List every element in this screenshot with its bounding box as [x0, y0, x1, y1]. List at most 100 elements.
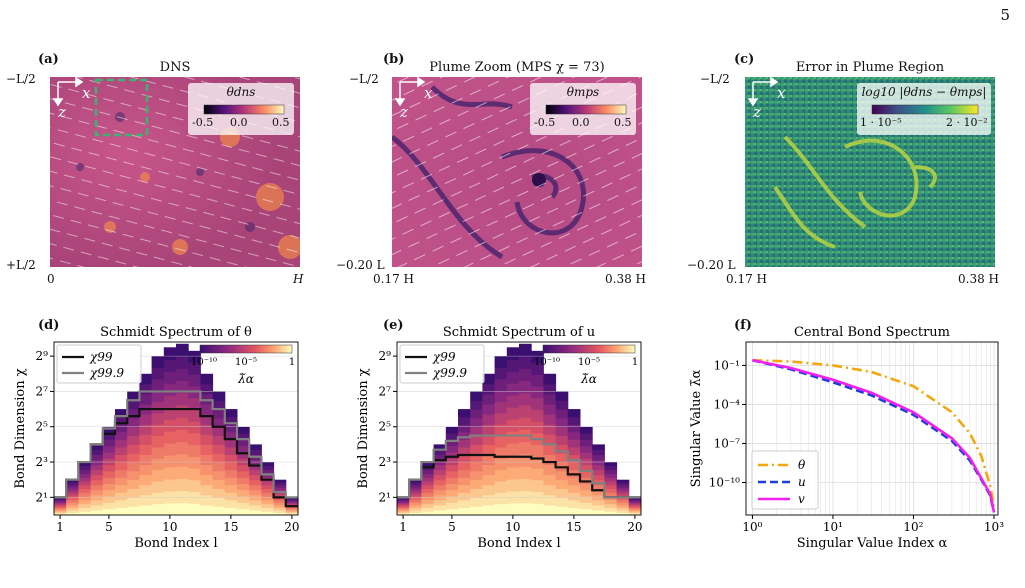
- heatmap-cell: [249, 499, 262, 506]
- heatmap-cell: [433, 489, 447, 496]
- x-tick-label: 10⁰: [742, 520, 762, 534]
- heatmap-cell: [90, 454, 104, 461]
- panel-e-label: (e): [383, 318, 404, 333]
- panel-b-ytop: −L/2: [349, 72, 379, 86]
- heatmap-cell: [494, 412, 508, 425]
- heatmap-cell: [212, 479, 226, 490]
- heatmap-cell: [567, 477, 581, 486]
- heatmap-cell: [176, 380, 189, 394]
- heatmap-cell: [397, 498, 410, 501]
- heatmap-cell: [188, 409, 201, 422]
- heatmap-cell: [616, 499, 630, 503]
- legend-label: χ99.9: [432, 366, 467, 380]
- heatmap-cell: [188, 444, 201, 457]
- x-tick-label: 15: [223, 520, 238, 534]
- heatmap-cell: [397, 502, 410, 505]
- heatmap-cell: [445, 496, 459, 503]
- legend-label: θ: [798, 458, 806, 472]
- chart-legend: θuv: [751, 450, 819, 510]
- heatmap-cell: [90, 474, 104, 481]
- heatmap-cell: [482, 414, 496, 425]
- heatmap-cell: [531, 444, 544, 457]
- heatmap-cell: [409, 504, 422, 508]
- panel-a-label: (a): [38, 52, 59, 67]
- panel-a-cb-tick-0: -0.5: [192, 116, 214, 129]
- heatmap-cell: [127, 417, 140, 428]
- heatmap-cell: [163, 395, 177, 408]
- panel-c-title: Error in Plume Region: [795, 60, 945, 75]
- heatmap-cell: [616, 502, 630, 506]
- heatmap-cell: [628, 511, 642, 513]
- x-tick-label: 5: [448, 520, 456, 534]
- heatmap-cell: [616, 497, 630, 501]
- heatmap-cell: [78, 473, 92, 478]
- heatmap-cell: [163, 383, 177, 396]
- heatmap-cell: [200, 404, 214, 415]
- heatmap-cell: [285, 507, 299, 510]
- heatmap-cell: [433, 454, 447, 461]
- heatmap-cell: [78, 488, 92, 493]
- panel-c-axis-z: z: [753, 103, 761, 121]
- heatmap-cell: [519, 478, 532, 492]
- heatmap-cell: [78, 469, 92, 474]
- heatmap-cell: [458, 469, 471, 478]
- heatmap-cell: [555, 479, 569, 490]
- heatmap-cell: [616, 484, 630, 488]
- heatmap-cell: [397, 506, 410, 508]
- y-tick-label: 2¹: [379, 490, 391, 504]
- heatmap-cell: [555, 497, 569, 507]
- y-tick-label: 10⁻¹⁰: [709, 475, 740, 489]
- heatmap-cell: [421, 473, 435, 478]
- heatmap-cell: [567, 439, 581, 448]
- heatmap-cell: [604, 484, 618, 490]
- heatmap-cell: [628, 499, 642, 502]
- series-line-u: [752, 358, 996, 513]
- heatmap-cell: [409, 482, 422, 486]
- heatmap-cell: [237, 439, 250, 447]
- heatmap-cell: [163, 371, 177, 384]
- heatmap-cell: [506, 419, 520, 432]
- heatmap-cell: [458, 431, 471, 440]
- heatmap-cell: [285, 512, 299, 515]
- heatmap-cell: [66, 499, 79, 503]
- heatmap-cell: [285, 509, 299, 512]
- heatmap-cell: [237, 508, 250, 516]
- heatmap-cell: [273, 504, 287, 508]
- series-line-theta: [752, 358, 996, 507]
- heatmap-cell: [543, 373, 557, 385]
- heatmap-cell: [506, 479, 520, 492]
- heatmap-cell: [567, 484, 581, 493]
- heatmap-cell: [54, 509, 67, 512]
- heatmap-cell: [470, 488, 483, 498]
- heatmap-cell: [482, 383, 496, 395]
- heatmap-cell: [506, 455, 520, 468]
- heatmap-cell: [506, 395, 520, 408]
- heatmap-cell: [458, 492, 471, 501]
- heatmap-cell: [224, 492, 238, 501]
- heatmap-cell: [543, 424, 557, 435]
- heatmap-cell: [273, 502, 287, 506]
- panel-b-ybottom: −0.20 L: [336, 258, 385, 272]
- heatmap-cell: [555, 426, 569, 437]
- panel-b-cb-tick-1: 0.0: [572, 116, 590, 129]
- heatmap-cell: [519, 368, 532, 381]
- heatmap-cell: [555, 391, 569, 401]
- heatmap-cell: [115, 477, 128, 486]
- heatmap-cell: [261, 484, 275, 490]
- heatmap-cell: [224, 439, 238, 448]
- heatmap-cell: [224, 431, 238, 440]
- heatmap-cell: [54, 506, 67, 508]
- heatmap-cell: [90, 479, 104, 486]
- heatmap-cell: [567, 462, 581, 471]
- heatmap-cell: [421, 462, 435, 467]
- heatmap-cell: [494, 356, 508, 368]
- heatmap-cell: [273, 484, 287, 488]
- heatmap-cell: [102, 508, 116, 516]
- heatmap-cell: [628, 498, 642, 501]
- heatmap-cell: [482, 484, 496, 496]
- heatmap-cell: [580, 496, 593, 503]
- heatmap-cell: [237, 470, 250, 478]
- panel-c-cb-label: log10 |θdns − θmps|: [861, 85, 987, 99]
- heatmap-cell: [506, 503, 520, 516]
- heatmap-cell: [470, 417, 483, 428]
